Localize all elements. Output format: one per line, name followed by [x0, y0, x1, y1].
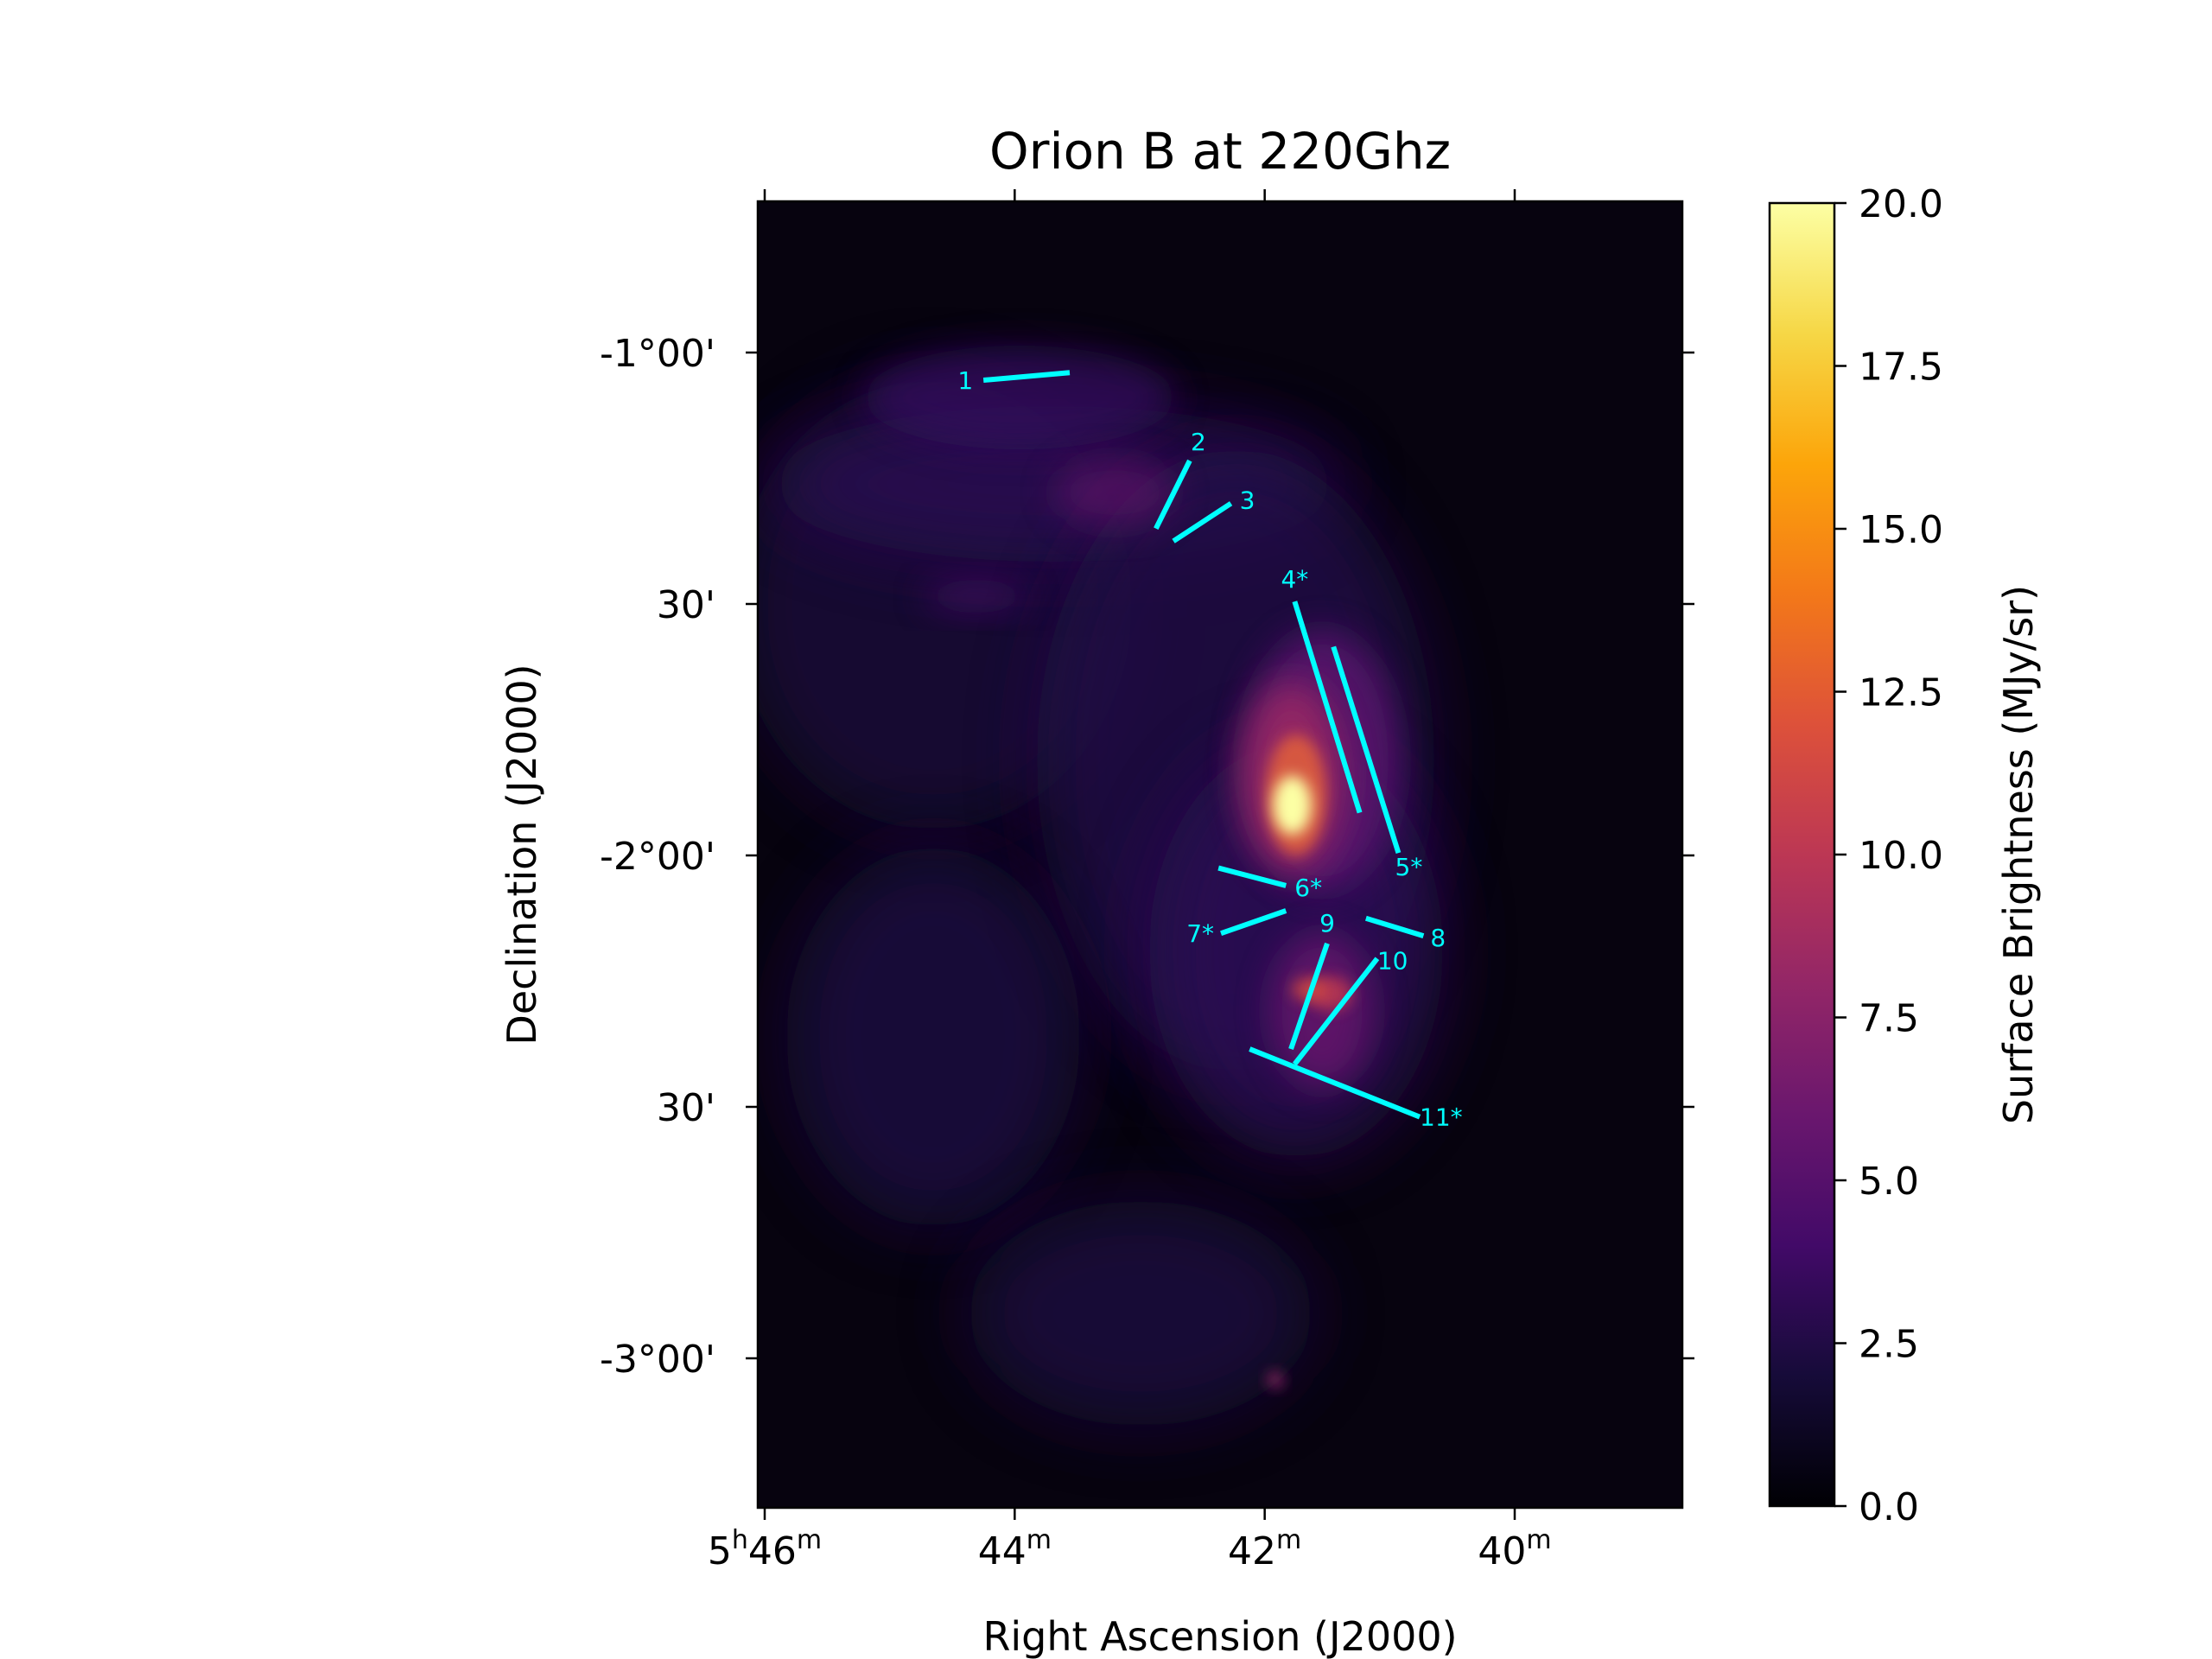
colorbar: 0.0 2.5 5.0 7.5 10.0 12.5 15.0 17.5 20.0 Surface… — [1768, 182, 2042, 1529]
cut-line-9 — [1288, 942, 1330, 1051]
cut-label: 10 — [1377, 946, 1408, 975]
colorbar-gradient — [1768, 201, 1836, 1508]
cut-line-7s — [1220, 908, 1287, 937]
colorbar-label: Surface Brightness (MJy/sr) — [1995, 585, 2042, 1124]
x-axis-label: Right Ascension (J2000) — [982, 1613, 1457, 1659]
cut-label: 5* — [1395, 853, 1423, 881]
x-tick-label: 44m — [978, 1525, 1052, 1573]
colorbar-tick-label: 5.0 — [1859, 1160, 1919, 1204]
cut-line-11s — [1249, 1046, 1421, 1120]
cut-label: 8 — [1430, 924, 1446, 952]
map-panel: 1 2 3 4* 5* 6* 7* 8 9 10 11* 5h46m 44m 42m 40m -1°00'… — [600, 189, 1694, 1573]
y-tick-label: -3°00' — [600, 1338, 715, 1382]
cut-label: 11* — [1420, 1103, 1463, 1132]
colorbar-tick-label: 2.5 — [1859, 1323, 1919, 1367]
cut-label: 9 — [1319, 909, 1335, 938]
cut-line-4s — [1292, 601, 1363, 814]
colorbar-ticks: 0.0 2.5 5.0 7.5 10.0 12.5 15.0 17.5 20.0 — [1834, 182, 1943, 1529]
colorbar-tick-label: 17.5 — [1859, 346, 1943, 390]
cut-label: 6* — [1294, 874, 1322, 902]
x-tick-label: 5h46m — [708, 1525, 822, 1573]
colorbar-tick-label: 10.0 — [1859, 834, 1943, 878]
cut-label: 4* — [1281, 565, 1308, 594]
cut-line-8 — [1364, 915, 1425, 938]
colorbar-tick-label: 15.0 — [1859, 508, 1943, 552]
y-axis-label: Declination (J2000) — [499, 664, 545, 1045]
y-tick-label: -1°00' — [600, 332, 715, 376]
cut-label: 3 — [1240, 486, 1255, 515]
y-tick-label: 30' — [657, 1086, 715, 1130]
cut-label: 7* — [1186, 919, 1214, 948]
bright-peak — [1273, 775, 1312, 835]
x-tick-label: 40m — [1478, 1525, 1551, 1573]
cut-line-1 — [982, 370, 1071, 383]
x-ticks: 5h46m 44m 42m 40m — [708, 189, 1552, 1573]
emission-layer — [758, 346, 1443, 1426]
cut-line-10 — [1293, 957, 1380, 1066]
cut-label: 2 — [1191, 428, 1206, 456]
cut-line-3 — [1172, 501, 1233, 543]
x-tick-label: 42m — [1228, 1525, 1301, 1573]
cut-line-6s — [1217, 865, 1287, 888]
cut-lines: 1 2 3 4* 5* 6* 7* 8 9 10 11* — [957, 366, 1462, 1132]
colorbar-tick-label: 20.0 — [1859, 182, 1943, 226]
cut-line-2 — [1154, 459, 1192, 531]
y-tick-label: 30' — [657, 583, 715, 627]
colorbar-tick-label: 0.0 — [1859, 1485, 1919, 1529]
colorbar-tick-label: 7.5 — [1859, 997, 1919, 1041]
cut-line-5s — [1331, 645, 1402, 854]
colorbar-tick-label: 12.5 — [1859, 671, 1943, 715]
cut-label: 1 — [957, 366, 973, 395]
y-ticks: -1°00' 30' -2°00' 30' -3°00' — [600, 332, 1694, 1382]
y-tick-label: -2°00' — [600, 835, 715, 879]
chart-title: Orion B at 220Ghz — [989, 122, 1451, 181]
